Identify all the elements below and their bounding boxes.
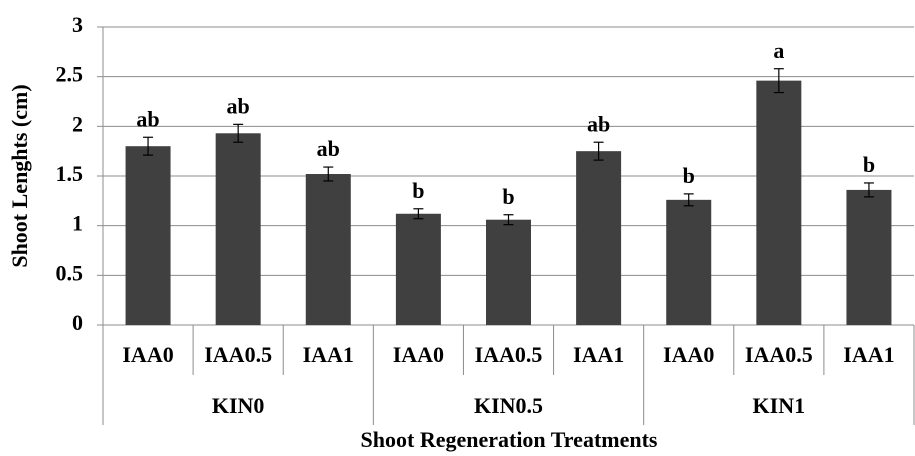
group-label: KIN0	[212, 393, 265, 418]
significance-letter: b	[502, 184, 514, 209]
bar	[576, 151, 622, 325]
x-tick-label: IAA1	[843, 342, 894, 367]
x-tick-label: IAA1	[573, 342, 624, 367]
x-axis-title: Shoot Regeneration Treatments	[361, 427, 658, 452]
bar	[756, 80, 802, 325]
significance-letter: a	[773, 38, 784, 63]
x-tick-label: IAA0	[122, 342, 173, 367]
significance-letter: ab	[136, 106, 159, 131]
y-axis-title: Shoot Lenghts (cm)	[7, 84, 32, 267]
x-tick-label: IAA0	[663, 342, 714, 367]
bar	[125, 146, 171, 325]
bar	[666, 199, 712, 325]
x-tick-label: IAA0.5	[204, 342, 272, 367]
y-tick-label: 2.5	[56, 62, 84, 87]
y-tick-label: 2	[72, 111, 83, 136]
bar	[215, 133, 261, 325]
x-tick-label: IAA1	[303, 342, 354, 367]
significance-letter: ab	[587, 111, 610, 136]
y-tick-label: 3	[72, 12, 83, 37]
significance-letter: b	[683, 163, 695, 188]
group-label: KIN1	[753, 393, 806, 418]
bar	[486, 219, 531, 325]
significance-letter: ab	[227, 93, 250, 118]
x-tick-label: IAA0.5	[745, 342, 813, 367]
y-tick-label: 0	[72, 310, 83, 335]
x-tick-label: IAA0.5	[475, 342, 543, 367]
x-tick-label: IAA0	[393, 342, 444, 367]
y-tick-label: 0.5	[56, 260, 84, 285]
bar	[305, 174, 351, 325]
significance-letter: ab	[317, 136, 340, 161]
significance-letter: b	[412, 178, 424, 203]
bar	[395, 213, 441, 325]
significance-letter: b	[863, 152, 875, 177]
y-tick-label: 1.5	[56, 161, 84, 186]
group-label: KIN0.5	[474, 393, 543, 418]
y-tick-label: 1	[72, 211, 83, 236]
bar	[846, 189, 892, 325]
